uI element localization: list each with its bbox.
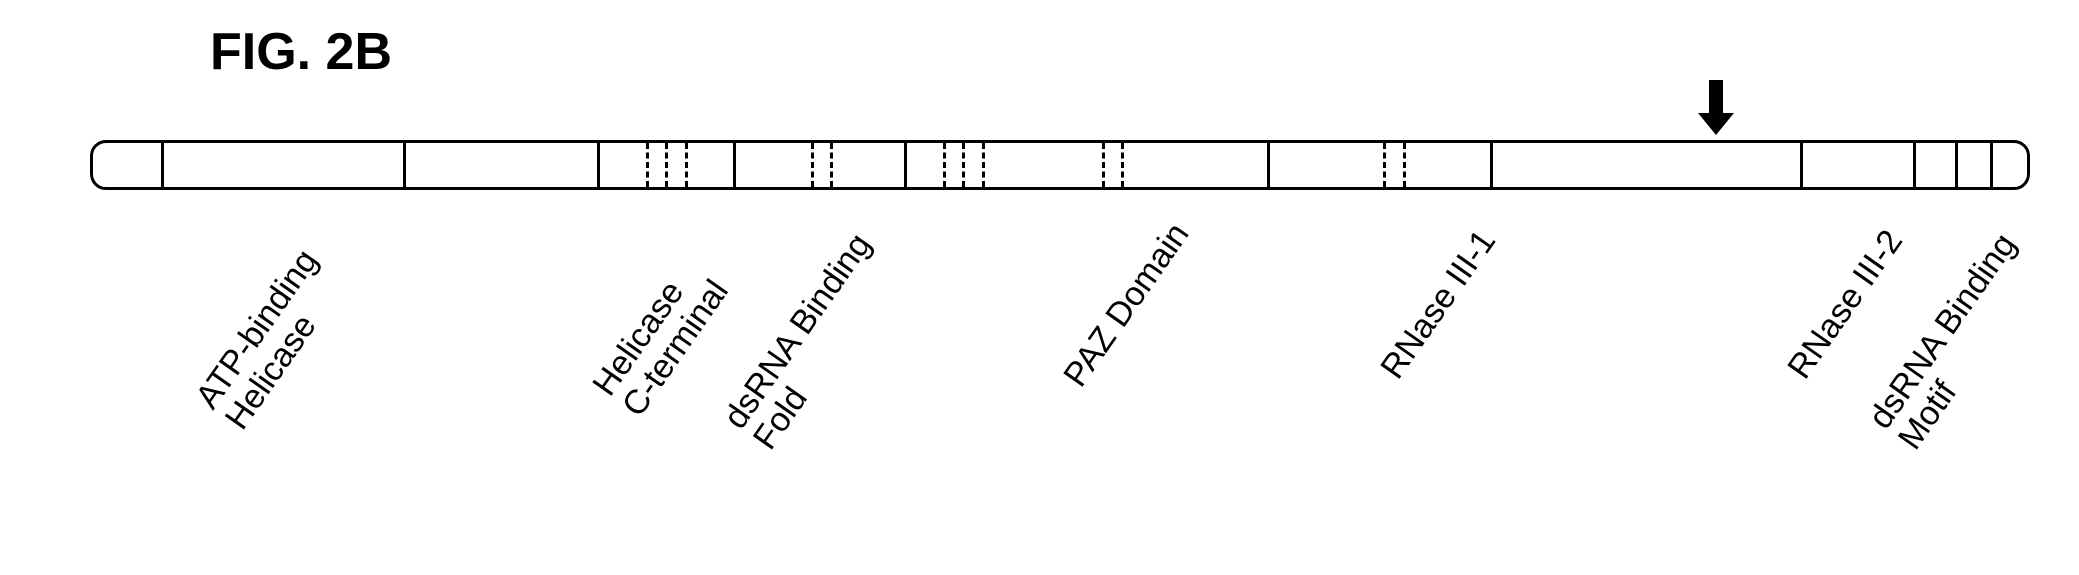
domain-boundary-dashed [982,143,985,187]
domain-boundary [1913,143,1916,187]
domain-label: RNase III-1 [1375,224,1503,385]
protein-domain-bar [90,140,2030,190]
domain-boundary [1990,143,1993,187]
domain-boundary [161,143,164,187]
domain-boundary [1490,143,1493,187]
domain-boundary-dashed [1403,143,1406,187]
domain-boundary [597,143,600,187]
domain-boundary-dashed [811,143,814,187]
figure-canvas: FIG. 2B ATP-binding Helicase Helicase C-t… [0,0,2079,575]
domain-boundary-dashed [830,143,833,187]
domain-boundary-dashed [685,143,688,187]
domain-label: dsRNA Binding Fold [718,228,908,456]
domain-boundary-dashed [1383,143,1386,187]
domain-boundary [733,143,736,187]
domain-boundary [1955,143,1958,187]
domain-label: Helicase C-terminal [587,253,735,422]
domain-boundary-dashed [962,143,965,187]
domain-boundary-dashed [1102,143,1105,187]
domain-label: RNase III-2 [1782,224,1910,385]
domain-boundary-dashed [665,143,668,187]
domain-boundary-dashed [1121,143,1124,187]
domain-label: ATP-binding Helicase [190,243,354,435]
annotation-arrow [1694,80,1738,139]
domain-boundary [1267,143,1270,187]
figure-title: FIG. 2B [210,22,392,82]
domain-boundary [403,143,406,187]
domain-boundary [1800,143,1803,187]
domain-boundary-dashed [943,143,946,187]
domain-label: PAZ Domain [1058,217,1196,393]
domain-boundary [904,143,907,187]
domain-boundary-dashed [646,143,649,187]
